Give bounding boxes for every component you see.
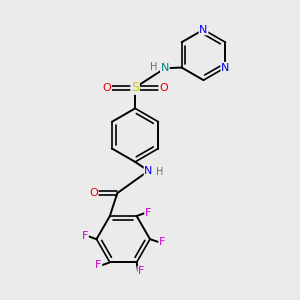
Text: H: H [156,167,164,177]
Text: F: F [145,208,151,218]
Text: S: S [131,81,139,94]
Text: O: O [89,188,98,198]
Text: N: N [199,25,208,34]
Text: F: F [159,237,165,247]
Text: H: H [150,62,157,72]
Text: O: O [159,82,168,93]
Text: N: N [161,63,169,73]
Text: F: F [95,260,102,270]
Text: N: N [221,62,230,73]
Text: N: N [144,166,153,176]
Text: O: O [103,82,111,93]
Text: F: F [138,266,145,276]
Text: F: F [82,231,88,241]
